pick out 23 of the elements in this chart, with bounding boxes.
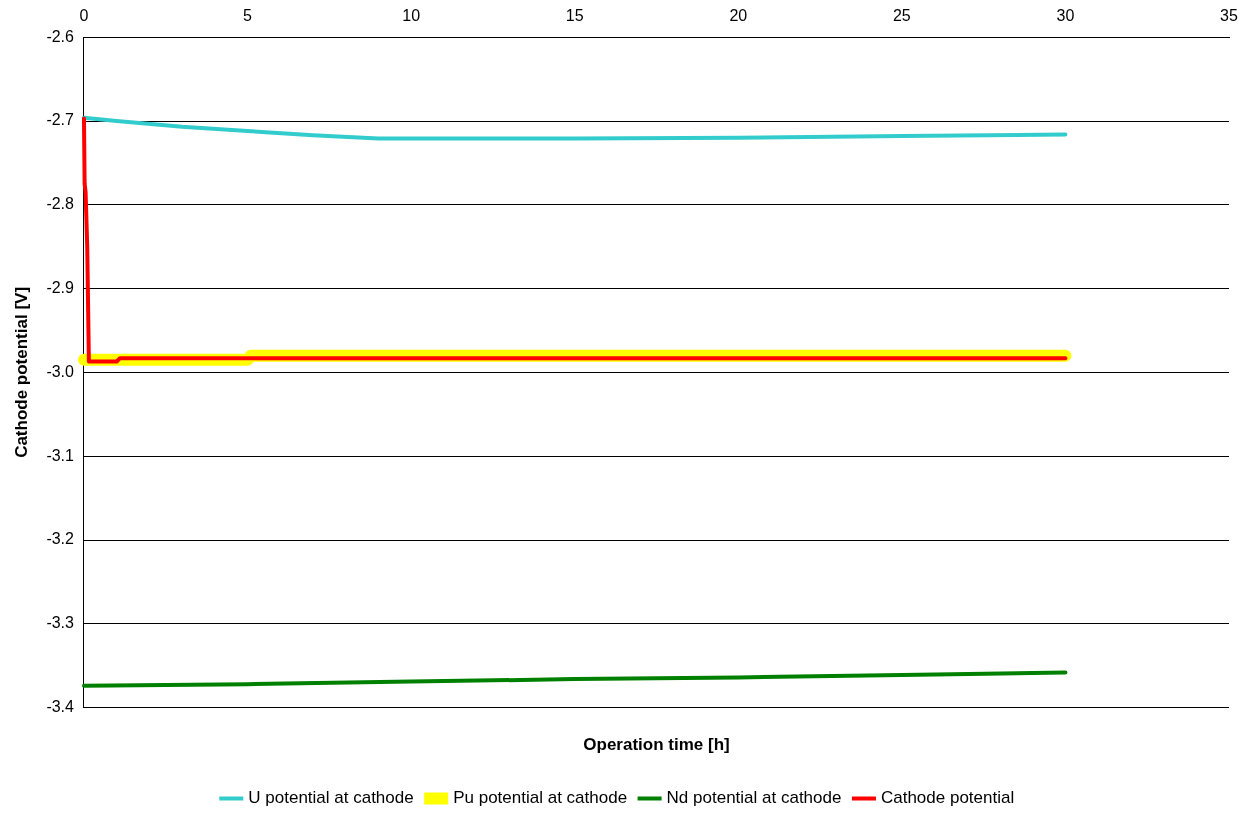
y-tick-label: -2.6 bbox=[46, 27, 75, 45]
legend-label: Nd potential at cathode bbox=[666, 788, 842, 808]
x-tick-label: 5 bbox=[243, 7, 253, 25]
y-tick-label: -2.7 bbox=[46, 111, 75, 129]
x-tick-label: 0 bbox=[79, 7, 89, 25]
legend-label: Cathode potential bbox=[880, 788, 1015, 808]
x-tick-label: 15 bbox=[565, 7, 584, 25]
y-tick-label: -3.1 bbox=[46, 446, 75, 464]
x-tick-label: 25 bbox=[892, 7, 911, 25]
y-axis-title: Cathode potential [V] bbox=[11, 286, 31, 458]
x-axis-title: Operation time [h] bbox=[583, 735, 730, 755]
x-tick-label: 20 bbox=[729, 7, 748, 25]
y-tick-label: -3.4 bbox=[46, 698, 75, 716]
x-tick-label: 10 bbox=[402, 7, 421, 25]
y-tick-label: -3.0 bbox=[46, 362, 75, 380]
x-tick-label: 35 bbox=[1220, 7, 1238, 25]
legend-label: Pu potential at cathode bbox=[453, 788, 628, 808]
legend-label: U potential at cathode bbox=[248, 788, 414, 808]
x-tick-label: 30 bbox=[1056, 7, 1075, 25]
y-tick-label: -3.2 bbox=[46, 530, 75, 548]
y-tick-label: -3.3 bbox=[46, 614, 75, 632]
y-tick-label: -2.9 bbox=[46, 279, 75, 297]
y-tick-label: -2.8 bbox=[46, 195, 75, 213]
